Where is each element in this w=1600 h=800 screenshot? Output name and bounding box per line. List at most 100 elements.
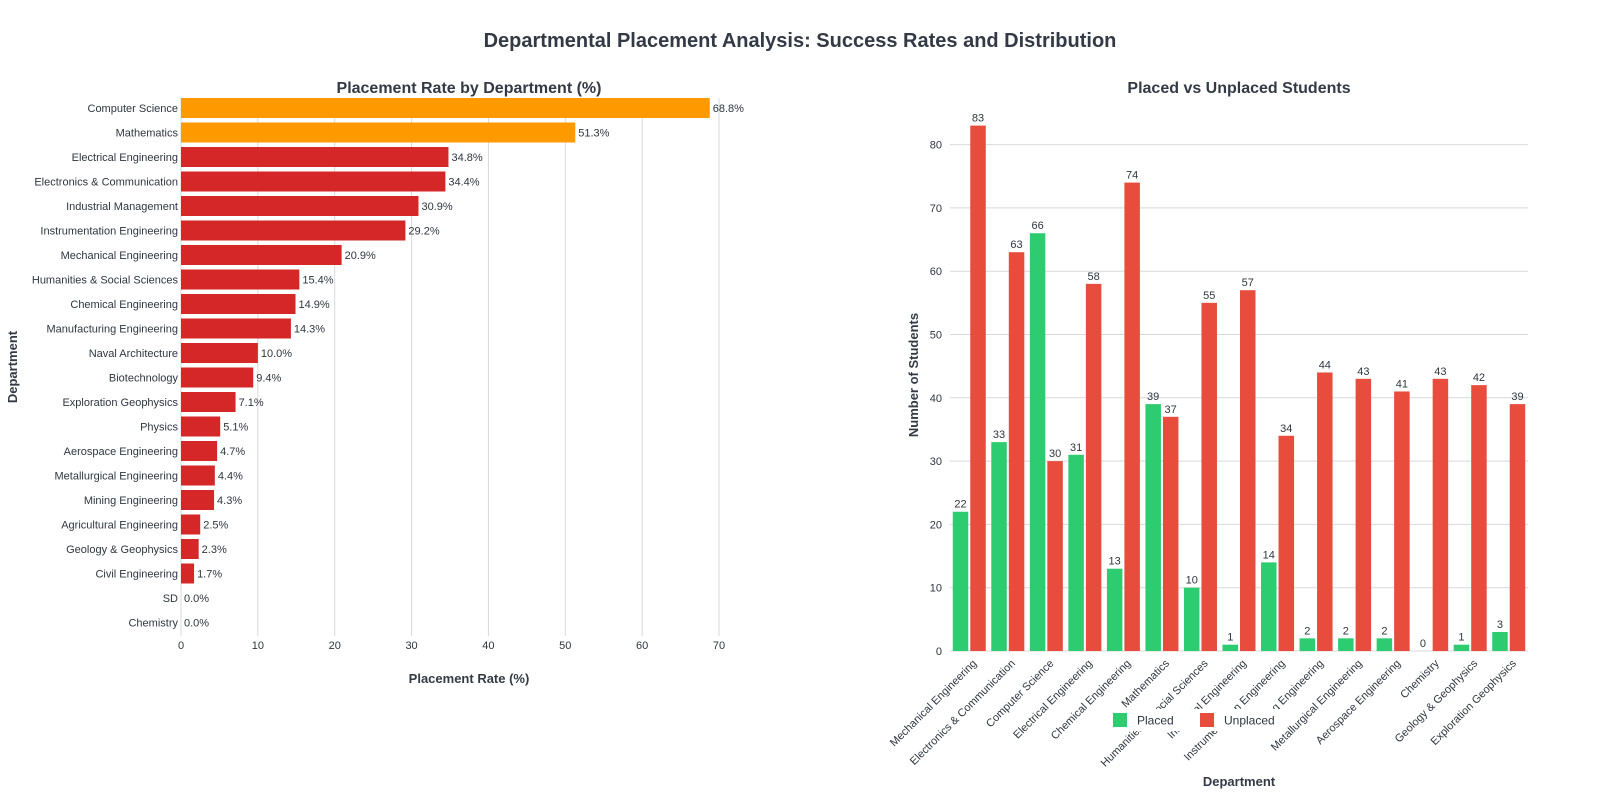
placement-rate-data-label: 4.7%: [220, 446, 245, 458]
unplaced-bar: [1240, 290, 1256, 651]
right-y-tick-label: 20: [930, 519, 942, 531]
right-y-tick-label: 0: [936, 646, 942, 658]
placed-data-label: 66: [1031, 220, 1043, 232]
placement-rate-data-label: 14.3%: [294, 324, 325, 336]
right-y-tick-label: 40: [930, 393, 942, 405]
left-x-tick-label: 10: [252, 640, 264, 652]
unplaced-data-label: 30: [1049, 448, 1061, 460]
placement-rate-bar: [181, 490, 215, 510]
unplaced-data-label: 83: [972, 113, 984, 125]
legend-label-placed: Placed: [1137, 714, 1174, 728]
unplaced-data-label: 37: [1165, 404, 1177, 416]
placed-data-label: 3: [1497, 619, 1503, 631]
legend-background: [1108, 709, 1286, 731]
right-y-tick-label: 30: [930, 456, 942, 468]
placement-rate-bar: [181, 514, 201, 535]
placed-data-label: 2: [1304, 625, 1310, 637]
right-y-tick-label: 80: [930, 140, 942, 152]
placed-bar: [1338, 638, 1354, 651]
left-x-tick-label: 70: [713, 640, 725, 652]
unplaced-data-label: 57: [1242, 277, 1254, 289]
unplaced-bar: [1162, 416, 1179, 651]
placement-rate-data-label: 14.9%: [299, 299, 330, 311]
left-x-tick-label: 60: [636, 640, 648, 652]
unplaced-bar: [1124, 182, 1140, 651]
placed-bar: [1183, 587, 1200, 651]
legend-swatch-placed: [1113, 713, 1127, 727]
unplaced-data-label: 34: [1280, 423, 1292, 435]
unplaced-bar: [1008, 252, 1025, 651]
right-x-axis-title: Department: [1203, 774, 1276, 789]
unplaced-bar: [1355, 378, 1372, 651]
left-category-label: Computer Science: [88, 103, 179, 115]
left-category-label: Metallurgical Engineering: [54, 471, 178, 483]
left-category-label: Biotechnology: [109, 373, 179, 385]
right-y-tick-label: 70: [930, 203, 942, 215]
placement-rate-data-label: 29.2%: [408, 226, 439, 238]
left-category-label: Geology & Geophysics: [66, 544, 178, 556]
right-y-tick-label: 60: [930, 266, 942, 278]
placed-data-label: 1: [1458, 632, 1464, 644]
unplaced-data-label: 55: [1203, 290, 1215, 302]
placed-bar: [1261, 562, 1277, 651]
unplaced-data-label: 43: [1434, 366, 1446, 378]
left-chart-title: Placement Rate by Department (%): [337, 80, 602, 97]
placement-rate-bar: [181, 416, 221, 437]
placed-bar: [1029, 233, 1046, 651]
left-category-label: Chemical Engineering: [70, 299, 178, 311]
left-category-label: Mechanical Engineering: [61, 250, 178, 262]
unplaced-bar: [1394, 391, 1410, 651]
placed-data-label: 39: [1147, 391, 1159, 403]
left-category-label: Instrumentation Engineering: [40, 226, 178, 238]
unplaced-bar: [1085, 283, 1102, 651]
placement-rate-bar: [181, 269, 300, 290]
placement-rate-bar: [181, 343, 258, 363]
left-category-label: Electrical Engineering: [72, 152, 178, 164]
left-y-axis-title: Department: [5, 330, 20, 403]
left-category-label: Aerospace Engineering: [64, 446, 178, 458]
placed-data-label: 0: [1420, 638, 1426, 650]
placement-rate-bar: [181, 367, 254, 388]
placement-rate-data-label: 7.1%: [239, 397, 264, 409]
placement-rate-data-label: 9.4%: [256, 373, 281, 385]
left-x-tick-label: 40: [482, 640, 494, 652]
placed-data-label: 14: [1263, 549, 1275, 561]
unplaced-data-label: 44: [1319, 359, 1331, 371]
unplaced-data-label: 41: [1396, 378, 1408, 390]
figure-title: Departmental Placement Analysis: Success…: [483, 30, 1117, 52]
placement-rate-data-label: 15.4%: [302, 275, 333, 287]
placement-rate-bar: [181, 245, 342, 265]
placed-data-label: 2: [1343, 625, 1349, 637]
right-y-tick-label: 50: [930, 330, 942, 342]
placement-rate-bar: [181, 539, 199, 559]
placement-rate-data-label: 4.3%: [217, 495, 242, 507]
placement-rate-bar: [181, 563, 195, 584]
left-category-label: Civil Engineering: [95, 569, 178, 581]
placement-rate-bar: [181, 220, 406, 241]
unplaced-bar: [1278, 435, 1295, 651]
placed-bar: [1453, 644, 1470, 651]
legend-label-unplaced: Unplaced: [1224, 714, 1275, 728]
unplaced-bar: [1509, 404, 1526, 651]
left-category-label: SD: [163, 593, 178, 605]
placement-rate-data-label: 34.4%: [448, 177, 479, 189]
unplaced-bar: [1317, 372, 1333, 651]
left-category-label: Physics: [140, 422, 178, 434]
left-category-label: Mathematics: [116, 128, 179, 140]
placement-rate-data-label: 2.5%: [203, 520, 228, 532]
left-category-label: Chemistry: [128, 618, 178, 630]
placed-data-label: 22: [954, 499, 966, 511]
placement-rate-data-label: 10.0%: [261, 348, 292, 360]
placed-bar: [1222, 644, 1238, 651]
right-category-label: Computer Science: [984, 658, 1056, 730]
placement-rate-bar: [181, 196, 419, 216]
placement-rate-data-label: 4.4%: [218, 471, 243, 483]
right-y-tick-label: 10: [930, 583, 942, 595]
unplaced-data-label: 74: [1126, 170, 1138, 182]
placed-bar: [991, 442, 1007, 651]
placement-rate-data-label: 34.8%: [451, 152, 482, 164]
left-category-label: Manufacturing Engineering: [47, 324, 178, 336]
placed-bar: [1299, 638, 1316, 651]
unplaced-data-label: 43: [1357, 366, 1369, 378]
